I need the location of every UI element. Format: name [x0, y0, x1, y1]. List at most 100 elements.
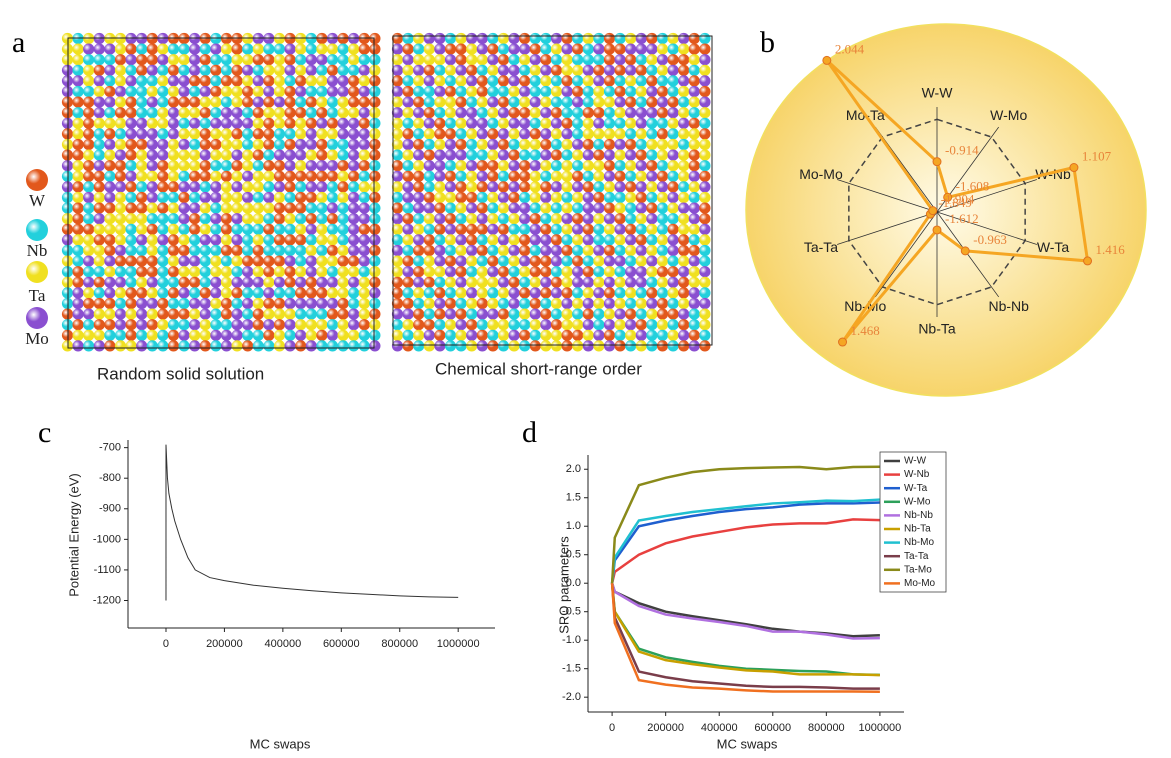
atom: [220, 107, 233, 119]
atom: [402, 138, 414, 151]
atom: [136, 202, 148, 214]
atom: [252, 223, 264, 235]
atom: [391, 160, 404, 172]
atom: [220, 64, 233, 76]
atom: [678, 117, 690, 129]
atom: [199, 319, 211, 331]
atom: [455, 319, 467, 331]
atom: [273, 202, 286, 214]
atom: [699, 276, 711, 288]
atom: [369, 329, 381, 341]
atom: [423, 223, 435, 235]
atom: [434, 85, 446, 98]
atom: [593, 297, 605, 310]
atom: [656, 266, 669, 278]
atom: [625, 138, 637, 151]
atom: [326, 308, 339, 320]
atom: [487, 138, 499, 151]
atom: [699, 340, 711, 352]
atom: [83, 181, 95, 193]
atom: [210, 170, 222, 182]
atom: [167, 160, 180, 172]
atom: [561, 54, 573, 66]
atom: [476, 149, 488, 161]
atom: [326, 213, 339, 225]
atom: [635, 117, 647, 129]
x-axis-label: MC swaps: [250, 736, 311, 751]
legend-atom: [26, 307, 48, 329]
atom: [466, 308, 478, 320]
atom: [614, 340, 626, 352]
atom: [540, 308, 552, 320]
atom: [529, 213, 541, 225]
atom: [305, 213, 317, 225]
atom: [508, 138, 520, 151]
atom: [210, 160, 222, 172]
atom: [83, 96, 95, 108]
atom: [487, 244, 499, 257]
atom: [625, 213, 637, 225]
atom: [519, 117, 531, 129]
atom: [614, 107, 626, 119]
atom: [508, 255, 520, 267]
atom: [316, 85, 328, 98]
atom: [316, 308, 328, 320]
atom: [125, 319, 137, 331]
atom: [487, 117, 499, 129]
atom: [635, 255, 647, 267]
atom: [326, 319, 339, 331]
atom: [487, 128, 499, 140]
atom: [104, 96, 116, 108]
line: [610, 583, 880, 690]
atom: [402, 128, 414, 140]
atom: [497, 244, 510, 257]
atom: [434, 244, 446, 257]
atom: [242, 117, 254, 129]
atom: [263, 181, 275, 193]
atom: [72, 255, 84, 267]
atom: [167, 85, 180, 98]
atom: [699, 138, 711, 151]
x-tick-label: 1000000: [437, 638, 480, 650]
atom: [635, 297, 647, 310]
atom: [688, 138, 700, 151]
atom: [72, 128, 84, 140]
atom: [369, 54, 381, 66]
atom: [614, 308, 626, 320]
atom: [305, 266, 317, 278]
atom: [316, 160, 328, 172]
atom: [391, 234, 404, 246]
atom: [455, 244, 467, 257]
atom: [635, 223, 647, 235]
atom: [497, 202, 510, 214]
atom: [136, 181, 148, 193]
atom: [603, 266, 616, 278]
atom: [157, 276, 169, 288]
atom: [263, 297, 275, 310]
atom: [423, 128, 435, 140]
atom: [434, 138, 446, 151]
atom: [199, 329, 211, 341]
atom: [167, 75, 180, 87]
atom: [667, 85, 679, 98]
atom: [455, 160, 467, 172]
atom: [295, 96, 307, 108]
atom: [476, 276, 488, 288]
atom: [83, 223, 95, 235]
atom: [550, 213, 563, 225]
atom: [348, 244, 360, 257]
atom: [550, 85, 563, 98]
atom: [369, 287, 381, 299]
atom: [125, 234, 137, 246]
atom: [625, 64, 637, 76]
atom: [635, 266, 647, 278]
atom: [529, 244, 541, 257]
atom: [114, 160, 127, 172]
atom: [667, 255, 679, 267]
atom: [316, 319, 328, 331]
atom: [582, 266, 594, 278]
atom: [550, 181, 563, 193]
atom: [656, 117, 669, 129]
atom: [146, 75, 158, 87]
x-tick-label: 800000: [808, 722, 845, 734]
